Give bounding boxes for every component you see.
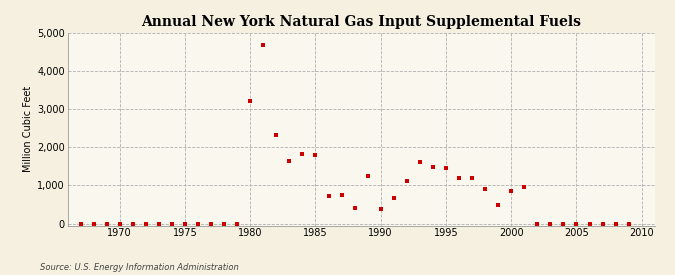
Point — [388, 196, 399, 200]
Point — [310, 153, 321, 157]
Point — [180, 221, 190, 226]
Point — [480, 187, 491, 191]
Title: Annual New York Natural Gas Input Supplemental Fuels: Annual New York Natural Gas Input Supple… — [141, 15, 581, 29]
Point — [597, 221, 608, 226]
Point — [336, 193, 347, 197]
Point — [206, 221, 217, 226]
Point — [271, 133, 281, 137]
Y-axis label: Million Cubic Feet: Million Cubic Feet — [23, 86, 33, 172]
Point — [466, 176, 477, 180]
Point — [128, 221, 138, 226]
Text: Source: U.S. Energy Information Administration: Source: U.S. Energy Information Administ… — [40, 263, 239, 272]
Point — [375, 207, 386, 211]
Point — [623, 221, 634, 226]
Point — [414, 160, 425, 164]
Point — [245, 99, 256, 103]
Point — [114, 221, 125, 226]
Point — [232, 221, 242, 226]
Point — [323, 194, 334, 198]
Point — [362, 174, 373, 178]
Point — [219, 221, 230, 226]
Point — [153, 221, 164, 226]
Point — [284, 159, 295, 164]
Point — [258, 43, 269, 47]
Point — [349, 205, 360, 210]
Point — [519, 185, 530, 189]
Point — [297, 152, 308, 156]
Point — [167, 221, 178, 226]
Point — [427, 165, 438, 169]
Point — [454, 176, 464, 180]
Point — [506, 189, 516, 193]
Point — [571, 221, 582, 226]
Point — [558, 221, 569, 226]
Point — [75, 221, 86, 226]
Point — [532, 221, 543, 226]
Point — [192, 221, 203, 226]
Point — [88, 221, 99, 226]
Point — [610, 221, 621, 226]
Point — [584, 221, 595, 226]
Point — [140, 221, 151, 226]
Point — [441, 165, 452, 170]
Point — [402, 179, 412, 183]
Point — [545, 221, 556, 226]
Point — [101, 221, 112, 226]
Point — [493, 203, 504, 208]
